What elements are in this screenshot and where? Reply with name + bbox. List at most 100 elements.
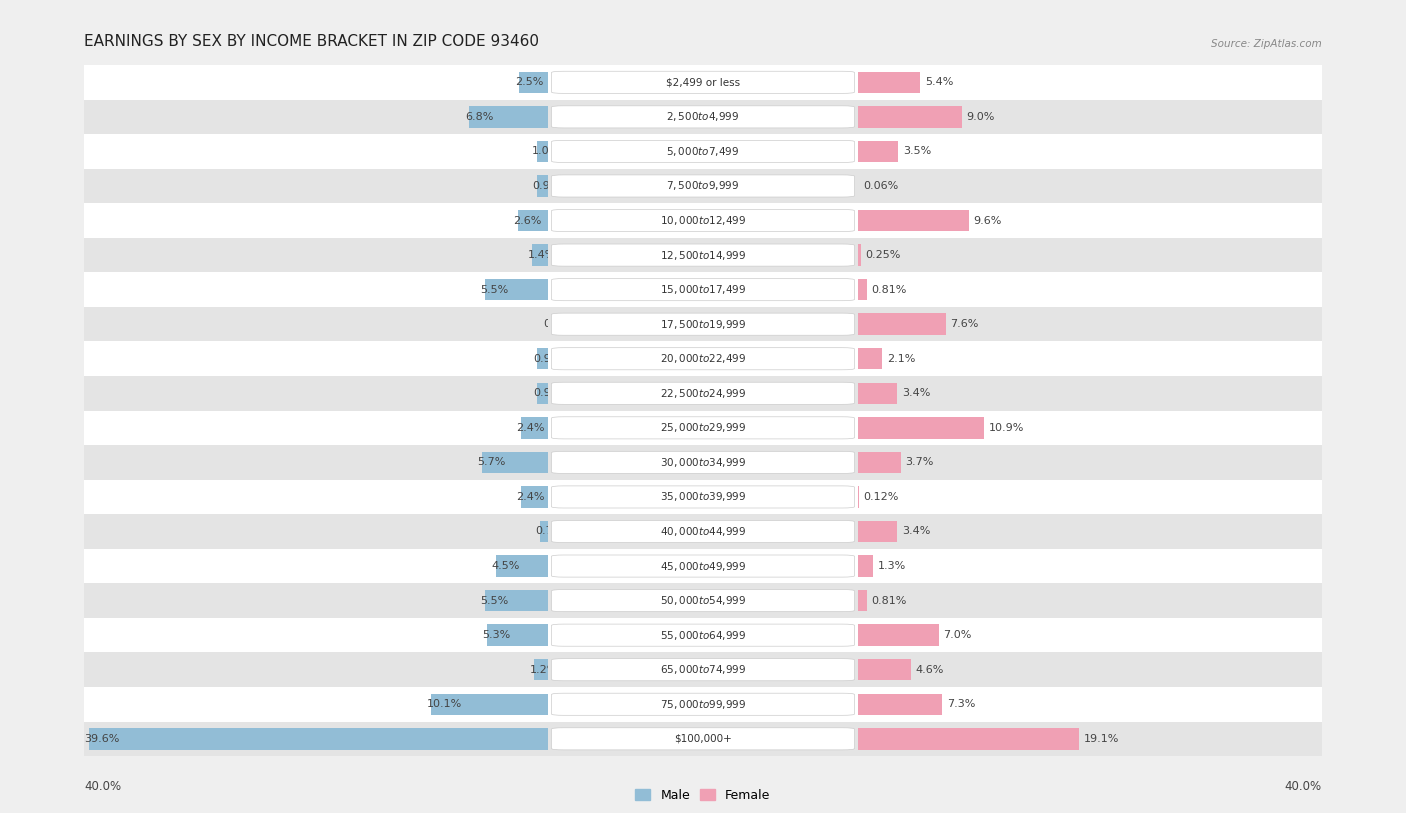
Bar: [548, 652, 858, 687]
Bar: [84, 65, 548, 99]
Bar: [548, 169, 858, 203]
Bar: [858, 693, 942, 715]
Bar: [84, 169, 548, 203]
Bar: [858, 411, 1322, 446]
Bar: [858, 618, 1322, 652]
Bar: [548, 65, 858, 99]
Bar: [540, 521, 548, 542]
FancyBboxPatch shape: [551, 417, 855, 439]
Text: $25,000 to $29,999: $25,000 to $29,999: [659, 421, 747, 434]
Text: $30,000 to $34,999: $30,000 to $34,999: [659, 456, 747, 469]
Bar: [858, 307, 1322, 341]
Bar: [858, 169, 1322, 203]
FancyBboxPatch shape: [551, 348, 855, 370]
Bar: [84, 99, 548, 134]
Bar: [84, 134, 548, 169]
Bar: [485, 590, 548, 611]
Bar: [520, 486, 548, 507]
Bar: [858, 314, 946, 335]
Bar: [84, 618, 548, 652]
Bar: [548, 99, 858, 134]
Bar: [548, 237, 858, 272]
Bar: [485, 279, 548, 300]
Text: $65,000 to $74,999: $65,000 to $74,999: [659, 663, 747, 676]
Text: 0.06%: 0.06%: [863, 181, 898, 191]
Text: $40,000 to $44,999: $40,000 to $44,999: [659, 525, 747, 538]
Bar: [858, 722, 1322, 756]
Text: 9.0%: 9.0%: [967, 112, 995, 122]
Bar: [858, 237, 1322, 272]
Text: 0.94%: 0.94%: [533, 389, 568, 398]
Bar: [470, 107, 548, 128]
Text: $7,500 to $9,999: $7,500 to $9,999: [666, 180, 740, 193]
Bar: [84, 376, 548, 411]
Text: 1.3%: 1.3%: [877, 561, 905, 571]
Text: 0.81%: 0.81%: [872, 596, 907, 606]
Text: $20,000 to $22,499: $20,000 to $22,499: [659, 352, 747, 365]
Text: 2.4%: 2.4%: [516, 492, 544, 502]
Bar: [519, 72, 548, 93]
Text: Source: ZipAtlas.com: Source: ZipAtlas.com: [1211, 39, 1322, 49]
Text: 3.7%: 3.7%: [905, 458, 934, 467]
Bar: [519, 210, 548, 231]
Bar: [534, 659, 548, 680]
Text: $35,000 to $39,999: $35,000 to $39,999: [659, 490, 747, 503]
FancyBboxPatch shape: [551, 624, 855, 646]
Bar: [84, 652, 548, 687]
Text: $5,000 to $7,499: $5,000 to $7,499: [666, 145, 740, 158]
Text: 19.1%: 19.1%: [1084, 734, 1119, 744]
Text: 1.0%: 1.0%: [531, 146, 561, 156]
Text: 5.5%: 5.5%: [479, 596, 508, 606]
Bar: [548, 203, 858, 237]
Text: $12,500 to $14,999: $12,500 to $14,999: [659, 249, 747, 262]
Text: 40.0%: 40.0%: [1285, 780, 1322, 793]
Text: 6.8%: 6.8%: [465, 112, 494, 122]
FancyBboxPatch shape: [551, 175, 855, 197]
Text: 1.4%: 1.4%: [527, 250, 555, 260]
Bar: [84, 203, 548, 237]
Bar: [84, 307, 548, 341]
Bar: [537, 176, 548, 197]
Text: 39.6%: 39.6%: [84, 734, 120, 744]
Bar: [858, 687, 1322, 722]
FancyBboxPatch shape: [551, 486, 855, 508]
Legend: Male, Female: Male, Female: [630, 784, 776, 806]
Bar: [858, 728, 1080, 750]
Text: $2,499 or less: $2,499 or less: [666, 77, 740, 87]
Bar: [548, 307, 858, 341]
Bar: [858, 203, 1322, 237]
Text: $2,500 to $4,999: $2,500 to $4,999: [666, 111, 740, 124]
FancyBboxPatch shape: [551, 106, 855, 128]
Bar: [548, 515, 858, 549]
Text: $50,000 to $54,999: $50,000 to $54,999: [659, 594, 747, 607]
FancyBboxPatch shape: [551, 382, 855, 404]
Bar: [548, 341, 858, 376]
Bar: [548, 134, 858, 169]
Text: 5.4%: 5.4%: [925, 77, 953, 87]
Bar: [858, 72, 921, 93]
Text: 5.5%: 5.5%: [479, 285, 508, 294]
Text: 7.0%: 7.0%: [943, 630, 972, 640]
Bar: [548, 584, 858, 618]
Bar: [548, 376, 858, 411]
Bar: [84, 480, 548, 515]
Bar: [84, 515, 548, 549]
Bar: [548, 549, 858, 584]
Bar: [858, 341, 1322, 376]
Text: $45,000 to $49,999: $45,000 to $49,999: [659, 559, 747, 572]
Bar: [858, 417, 984, 438]
Text: 2.1%: 2.1%: [887, 354, 915, 363]
Bar: [84, 411, 548, 446]
FancyBboxPatch shape: [551, 693, 855, 715]
Bar: [858, 584, 1322, 618]
Bar: [548, 272, 858, 307]
Bar: [537, 348, 548, 369]
Text: $100,000+: $100,000+: [673, 734, 733, 744]
Bar: [548, 687, 858, 722]
Bar: [84, 722, 548, 756]
Bar: [858, 521, 897, 542]
FancyBboxPatch shape: [551, 555, 855, 577]
Text: 3.5%: 3.5%: [903, 146, 931, 156]
Text: 7.3%: 7.3%: [948, 699, 976, 709]
Bar: [482, 452, 548, 473]
